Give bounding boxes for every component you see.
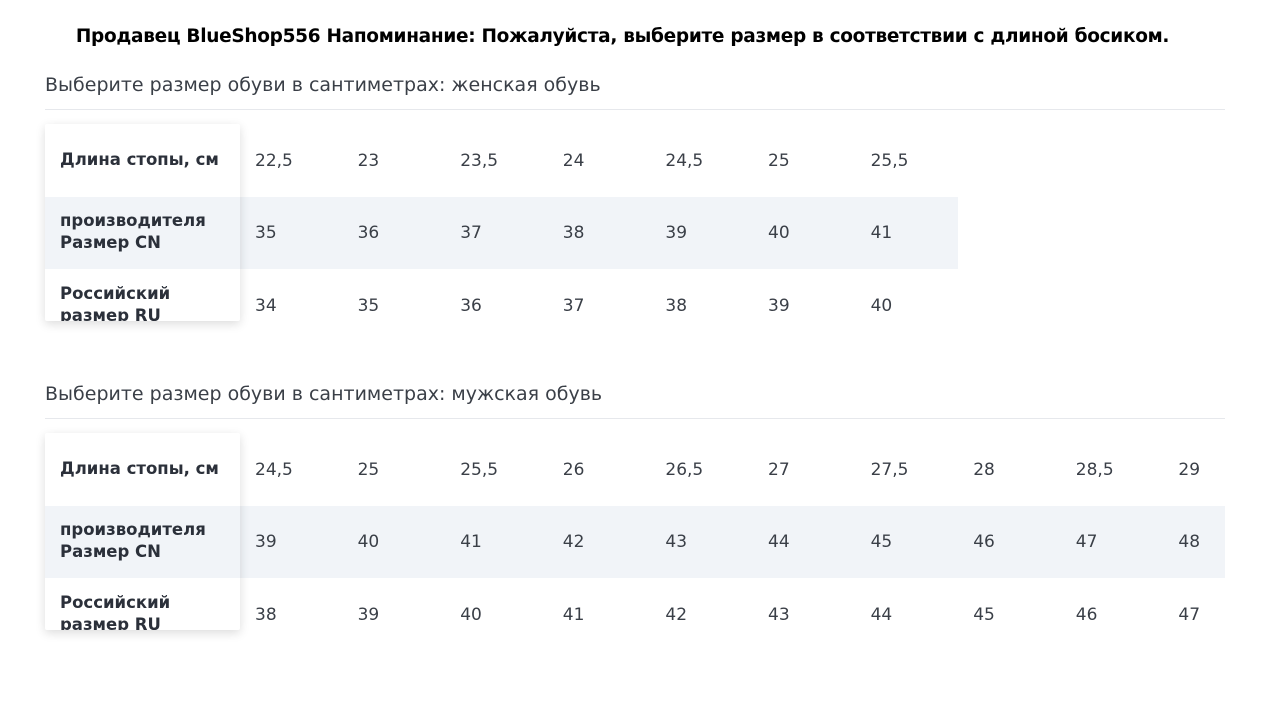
- row-header-card: Длина стопы, см производителя Размер CN Р…: [45, 433, 240, 630]
- size-cell: 27,5: [870, 460, 909, 480]
- row-label-ru-size: Российский размер RU: [60, 284, 171, 321]
- size-cell: 43: [665, 532, 688, 552]
- row-header-card: Длина стопы, см производителя Размер CN Р…: [45, 124, 240, 321]
- size-cell: 45: [870, 532, 893, 552]
- size-cell: 44: [768, 532, 790, 552]
- size-cell: 25,5: [870, 151, 909, 171]
- size-cell: 37: [460, 223, 482, 243]
- size-cell: 35: [357, 296, 380, 316]
- size-cell: 28,5: [1075, 460, 1114, 480]
- size-cell: 38: [562, 223, 585, 243]
- size-cell: 36: [460, 296, 482, 316]
- size-cell: 44: [870, 605, 893, 625]
- men-size-section: Выберите размер обуви в сантиметрах: муж…: [45, 382, 1225, 651]
- size-cell: 23,5: [460, 151, 499, 171]
- row-label-ru-size: Российский размер RU: [60, 593, 171, 630]
- size-cell: 40: [870, 296, 893, 316]
- size-cell: 28: [973, 460, 995, 480]
- size-cell: 39: [255, 532, 277, 552]
- size-cell: 23: [357, 151, 380, 171]
- size-cell: 24: [562, 151, 585, 171]
- size-cell: 34: [255, 296, 277, 316]
- seller-notice: Продавец BlueShop556 Напоминание: Пожалу…: [75, 26, 1170, 47]
- size-cell: 38: [255, 605, 277, 625]
- size-cell: 46: [1075, 605, 1098, 625]
- section-title: Выберите размер обуви в сантиметрах: муж…: [45, 382, 1225, 419]
- size-cell: 40: [460, 605, 482, 625]
- row-label-cn-size: производителя Размер CN: [60, 520, 206, 561]
- size-cell: 41: [460, 532, 482, 552]
- size-cell: 48: [1178, 532, 1201, 552]
- size-cell: 27: [768, 460, 790, 480]
- size-cell: 25: [357, 460, 380, 480]
- size-cell: 39: [665, 223, 688, 243]
- size-cell: 38: [665, 296, 688, 316]
- size-table: Длина стопы, см производителя Размер CN Р…: [45, 433, 1225, 651]
- size-cell: 35: [255, 223, 277, 243]
- size-cell: 40: [357, 532, 380, 552]
- size-cell: 42: [562, 532, 585, 552]
- size-cell: 47: [1075, 532, 1098, 552]
- size-cell: 26,5: [665, 460, 704, 480]
- row-label-foot-length: Длина стопы, см: [60, 150, 219, 169]
- size-cell: 42: [665, 605, 688, 625]
- size-cell: 41: [562, 605, 585, 625]
- size-cell: 39: [768, 296, 790, 316]
- size-cell: 45: [973, 605, 995, 625]
- size-cell: 37: [562, 296, 585, 316]
- size-cell: 46: [973, 532, 995, 552]
- size-cell: 40: [768, 223, 790, 243]
- row-stripe: [45, 506, 1225, 578]
- size-cell: 29: [1178, 460, 1201, 480]
- size-cell: 39: [357, 605, 380, 625]
- size-cell: 47: [1178, 605, 1201, 625]
- size-cell: 24,5: [255, 460, 293, 480]
- size-table: Длина стопы, см производителя Размер CN Р…: [45, 124, 1225, 342]
- size-cell: 36: [357, 223, 380, 243]
- size-cell: 25,5: [460, 460, 499, 480]
- women-size-section: Выберите размер обуви в сантиметрах: жен…: [45, 73, 1225, 342]
- size-cell: 25: [768, 151, 790, 171]
- row-stripe: [45, 506, 240, 578]
- row-stripe: [45, 197, 240, 269]
- section-title: Выберите размер обуви в сантиметрах: жен…: [45, 73, 1225, 110]
- size-cell: 41: [870, 223, 893, 243]
- row-label-cn-size: производителя Размер CN: [60, 211, 206, 252]
- row-label-foot-length: Длина стопы, см: [60, 459, 219, 478]
- size-cell: 22,5: [255, 151, 293, 171]
- size-cell: 43: [768, 605, 790, 625]
- size-cell: 26: [562, 460, 585, 480]
- size-cell: 24,5: [665, 151, 704, 171]
